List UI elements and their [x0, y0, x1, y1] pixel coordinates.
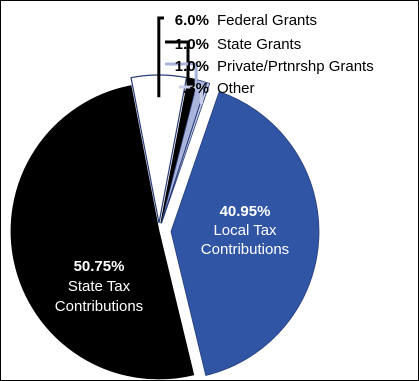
slices-layer — [10, 74, 320, 380]
slice-label-local-tax-line2: Contributions — [201, 241, 289, 258]
leader-lines-layer — [157, 16, 203, 105]
pie-slice-state-tax — [10, 85, 195, 380]
slice-label-state-tax-line2: Contributions — [55, 298, 143, 315]
legend-value-federal-grants: 6.0% — [175, 12, 209, 29]
legend-label-federal-grants: Federal Grants — [217, 12, 317, 29]
leader-line-other — [179, 85, 203, 105]
pie-slice-other — [161, 82, 211, 224]
legend-label-state-grants: State Grants — [217, 36, 301, 53]
slice-label-local-tax: 40.95% Local Tax Contributions — [201, 203, 289, 258]
slice-value-local-tax: 40.95% — [220, 203, 271, 220]
slice-label-local-tax-line1: Local Tax — [213, 222, 277, 239]
legend: 6.0% Federal Grants 1.0% State Grants 1.… — [175, 12, 374, 97]
slice-label-state-tax-line1: State Tax — [68, 278, 131, 295]
legend-value-other: .3% — [183, 80, 209, 97]
leader-line-private-grants — [165, 62, 198, 103]
legend-label-private-grants: Private/Prtnrshp Grants — [217, 58, 374, 75]
leader-line-federal-grants — [157, 16, 164, 98]
legend-value-state-grants: 1.0% — [175, 36, 209, 53]
slice-label-state-tax: 50.75% State Tax Contributions — [55, 258, 143, 315]
legend-label-other: Other — [217, 80, 255, 97]
slice-value-state-tax: 50.75% — [74, 258, 125, 275]
legend-value-private-grants: 1.0% — [175, 58, 209, 75]
pie-slice-local-tax — [170, 91, 320, 376]
leader-line-state-grants — [165, 40, 190, 101]
